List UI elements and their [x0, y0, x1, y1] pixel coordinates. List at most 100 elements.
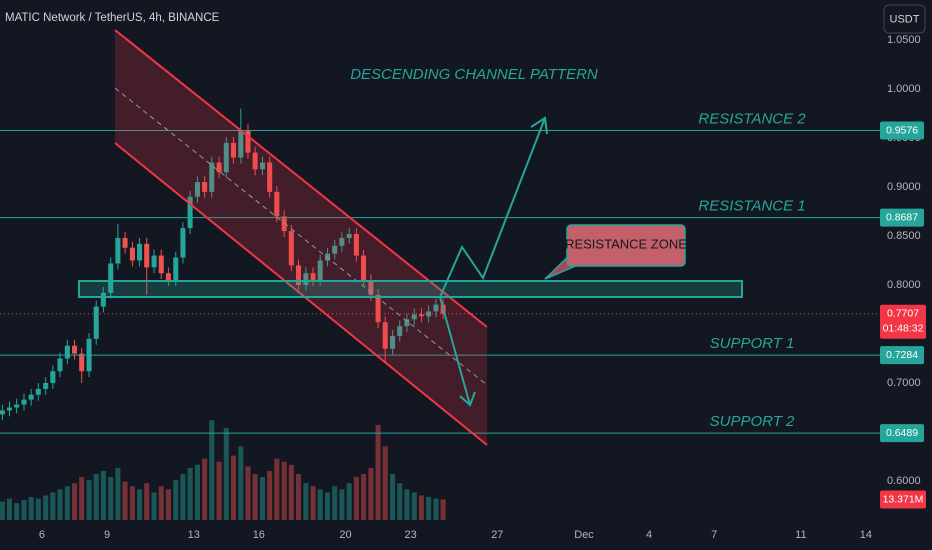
volume-bar [209, 420, 215, 520]
volume-bar [426, 497, 432, 520]
zone-label: RESISTANCE ZONE [565, 236, 687, 251]
volume-bar [411, 492, 417, 520]
zone-label-box [566, 224, 686, 267]
symbol-title: MATIC Network / TetherUS, 4h, BINANCE [5, 12, 220, 24]
volume-bar [317, 489, 323, 520]
volume-bar [137, 489, 143, 520]
candle-body [209, 162, 215, 192]
volume-bar [14, 503, 20, 520]
volume-bar [115, 467, 121, 520]
volume-bar [382, 446, 388, 520]
volume-badge [880, 490, 926, 509]
level-value: 0.7284 [886, 349, 918, 361]
volume-bar [122, 481, 128, 520]
candle-body [252, 152, 258, 170]
candle-body [158, 255, 164, 274]
level-name: RESISTANCE 2 [698, 111, 806, 128]
candle-body [21, 399, 27, 405]
volume-bar [194, 464, 200, 520]
candle-body [404, 319, 410, 327]
volume-bar [346, 483, 352, 520]
channel-mid [114, 87, 488, 386]
last-price-value: 0.7707 [887, 307, 919, 319]
volume-bar [375, 424, 381, 520]
x-tick-label: 27 [491, 529, 503, 541]
level-value: 0.6489 [886, 427, 918, 439]
volume-bar [100, 470, 106, 520]
candle-body [411, 314, 417, 320]
up-arrow [439, 117, 546, 298]
volume-bar [108, 477, 114, 520]
x-tick-label: 11 [795, 529, 806, 541]
y-tick-label: 0.9000 [887, 181, 921, 193]
x-tick-label: 20 [339, 529, 351, 541]
volume-bar [6, 498, 13, 520]
candle-body [317, 260, 323, 281]
up-arrow-head [530, 116, 548, 135]
candle-body [137, 243, 143, 261]
candle-body [397, 326, 403, 336]
volume-bar [332, 486, 338, 520]
volume-bar [281, 461, 287, 520]
x-tick-label: Dec [574, 529, 594, 541]
y-tick-label: 0.7000 [887, 377, 921, 389]
x-tick-label: 9 [104, 529, 110, 541]
candle-body [100, 292, 106, 307]
candle-body [368, 280, 374, 295]
x-tick-label: 13 [188, 529, 200, 541]
candle-body [281, 216, 287, 232]
volume-bar [129, 486, 135, 520]
candle-body [57, 358, 63, 372]
candle-body [122, 237, 128, 248]
volume-bar [418, 495, 424, 520]
candle-body [346, 234, 352, 238]
currency-label[interactable]: USDT [890, 13, 920, 25]
candle-body [339, 237, 345, 246]
countdown: 01:48:32 [883, 322, 924, 334]
volume-bar [288, 464, 294, 520]
candle-body [6, 407, 13, 411]
volume-bar [310, 486, 316, 520]
candle-body [216, 162, 222, 173]
volume-bar [64, 486, 70, 520]
overlay: 0.60000.65000.70000.75000.80000.85000.90… [39, 34, 926, 541]
volume-bar [252, 474, 258, 520]
candle-body [274, 191, 280, 217]
volume-bar [259, 477, 266, 520]
last-price-badge [880, 304, 926, 339]
candle-body [375, 294, 381, 323]
candle-body [64, 345, 70, 359]
currency-button[interactable] [883, 4, 926, 34]
candle-body [390, 335, 396, 349]
y-tick-label: 1.0500 [887, 34, 921, 46]
candle-body [0, 410, 5, 415]
candle-body [71, 345, 78, 354]
candle-body [202, 182, 208, 192]
candle-body [295, 265, 302, 285]
volume-bar [144, 483, 150, 520]
volume-bar [274, 458, 280, 520]
x-tick-label: 23 [404, 529, 416, 541]
channel-fill [115, 30, 487, 445]
candle-body [361, 255, 367, 281]
resistance-zone [78, 280, 743, 298]
volume-bar [339, 489, 345, 520]
level-badge [880, 346, 924, 365]
down-arrow-head [459, 391, 476, 407]
candle-body [151, 255, 157, 268]
volume-bar [397, 483, 403, 520]
candle-body [433, 304, 439, 312]
volume-bar [57, 489, 63, 520]
volume-bar [238, 446, 244, 520]
volume-bar [187, 467, 193, 520]
volume-bar [151, 492, 157, 520]
volume-bar [165, 489, 171, 520]
candle-body [50, 371, 56, 383]
candle-body [180, 228, 186, 258]
volume-bar [35, 498, 41, 520]
volume-bar [361, 474, 367, 520]
volume-bar [79, 477, 85, 520]
volume-bar [21, 500, 27, 520]
